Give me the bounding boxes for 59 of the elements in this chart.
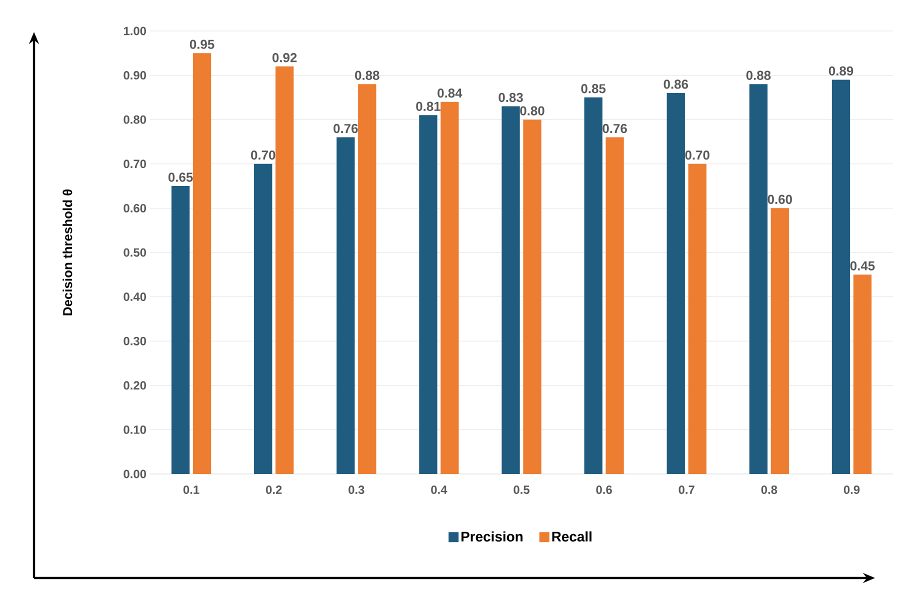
bar [502,106,520,474]
data-label: 0.45 [850,261,875,270]
data-label: 0.81 [416,102,440,111]
data-label: 0.89 [828,66,854,76]
x-tick-label: 0.1 [183,486,200,494]
legend-label: Precision [462,531,522,542]
bar [336,137,355,474]
y-tick-label: 0.60 [124,204,146,212]
data-label: 0.70 [685,150,710,160]
y-tick-label: 0.80 [124,115,146,124]
bar [770,208,789,474]
data-label: 0.85 [581,84,606,94]
data-label: 0.92 [272,53,297,62]
data-label: 0.83 [498,92,523,102]
bar [358,84,376,474]
data-label: 0.70 [251,150,276,160]
x-tick-label: 0.9 [844,486,860,494]
y-tick-label: 0.20 [124,381,146,390]
bar [171,186,190,474]
bar [832,80,850,474]
x-tick-label: 0.6 [596,486,612,494]
bar [419,115,438,474]
bar [523,120,542,474]
y-tick-label: 0.70 [124,160,146,168]
legend-label: Recall [552,531,592,542]
data-label: 0.84 [438,88,462,98]
y-tick-label: 0.40 [124,292,146,302]
x-tick-label: 0.3 [348,486,364,494]
y-tick-label: 0.10 [124,425,146,434]
data-label: 0.76 [334,124,358,134]
x-tick-label: 0.7 [678,486,694,494]
data-label: 0.60 [768,194,792,204]
y-axis-title: Decision threshold θ [62,189,72,316]
bar [584,97,602,474]
bar [666,93,685,474]
y-tick-label: 0.90 [124,71,146,80]
data-label: 0.86 [664,80,688,89]
data-label: 0.76 [602,124,627,134]
bar [688,164,706,474]
x-tick-label: 0.8 [761,486,778,494]
x-tick-label: 0.4 [431,486,448,494]
bar [275,66,294,474]
data-label: 0.80 [520,106,544,116]
data-label: 0.95 [190,40,214,49]
y-tick-label: 0.30 [124,336,146,346]
y-tick-label: 1.00 [124,26,146,36]
y-tick-label: 0.00 [124,470,146,478]
bar [440,102,459,474]
x-tick-label: 0.5 [514,486,530,494]
data-label: 0.88 [746,70,771,80]
x-tick-label: 0.2 [266,486,282,494]
data-label: 0.88 [355,70,380,80]
bar [254,164,272,474]
y-tick-label: 0.50 [124,248,146,257]
bar [606,137,624,474]
bar [192,53,212,474]
bar [749,84,768,474]
data-label: 0.65 [168,172,193,182]
bar [853,274,872,474]
